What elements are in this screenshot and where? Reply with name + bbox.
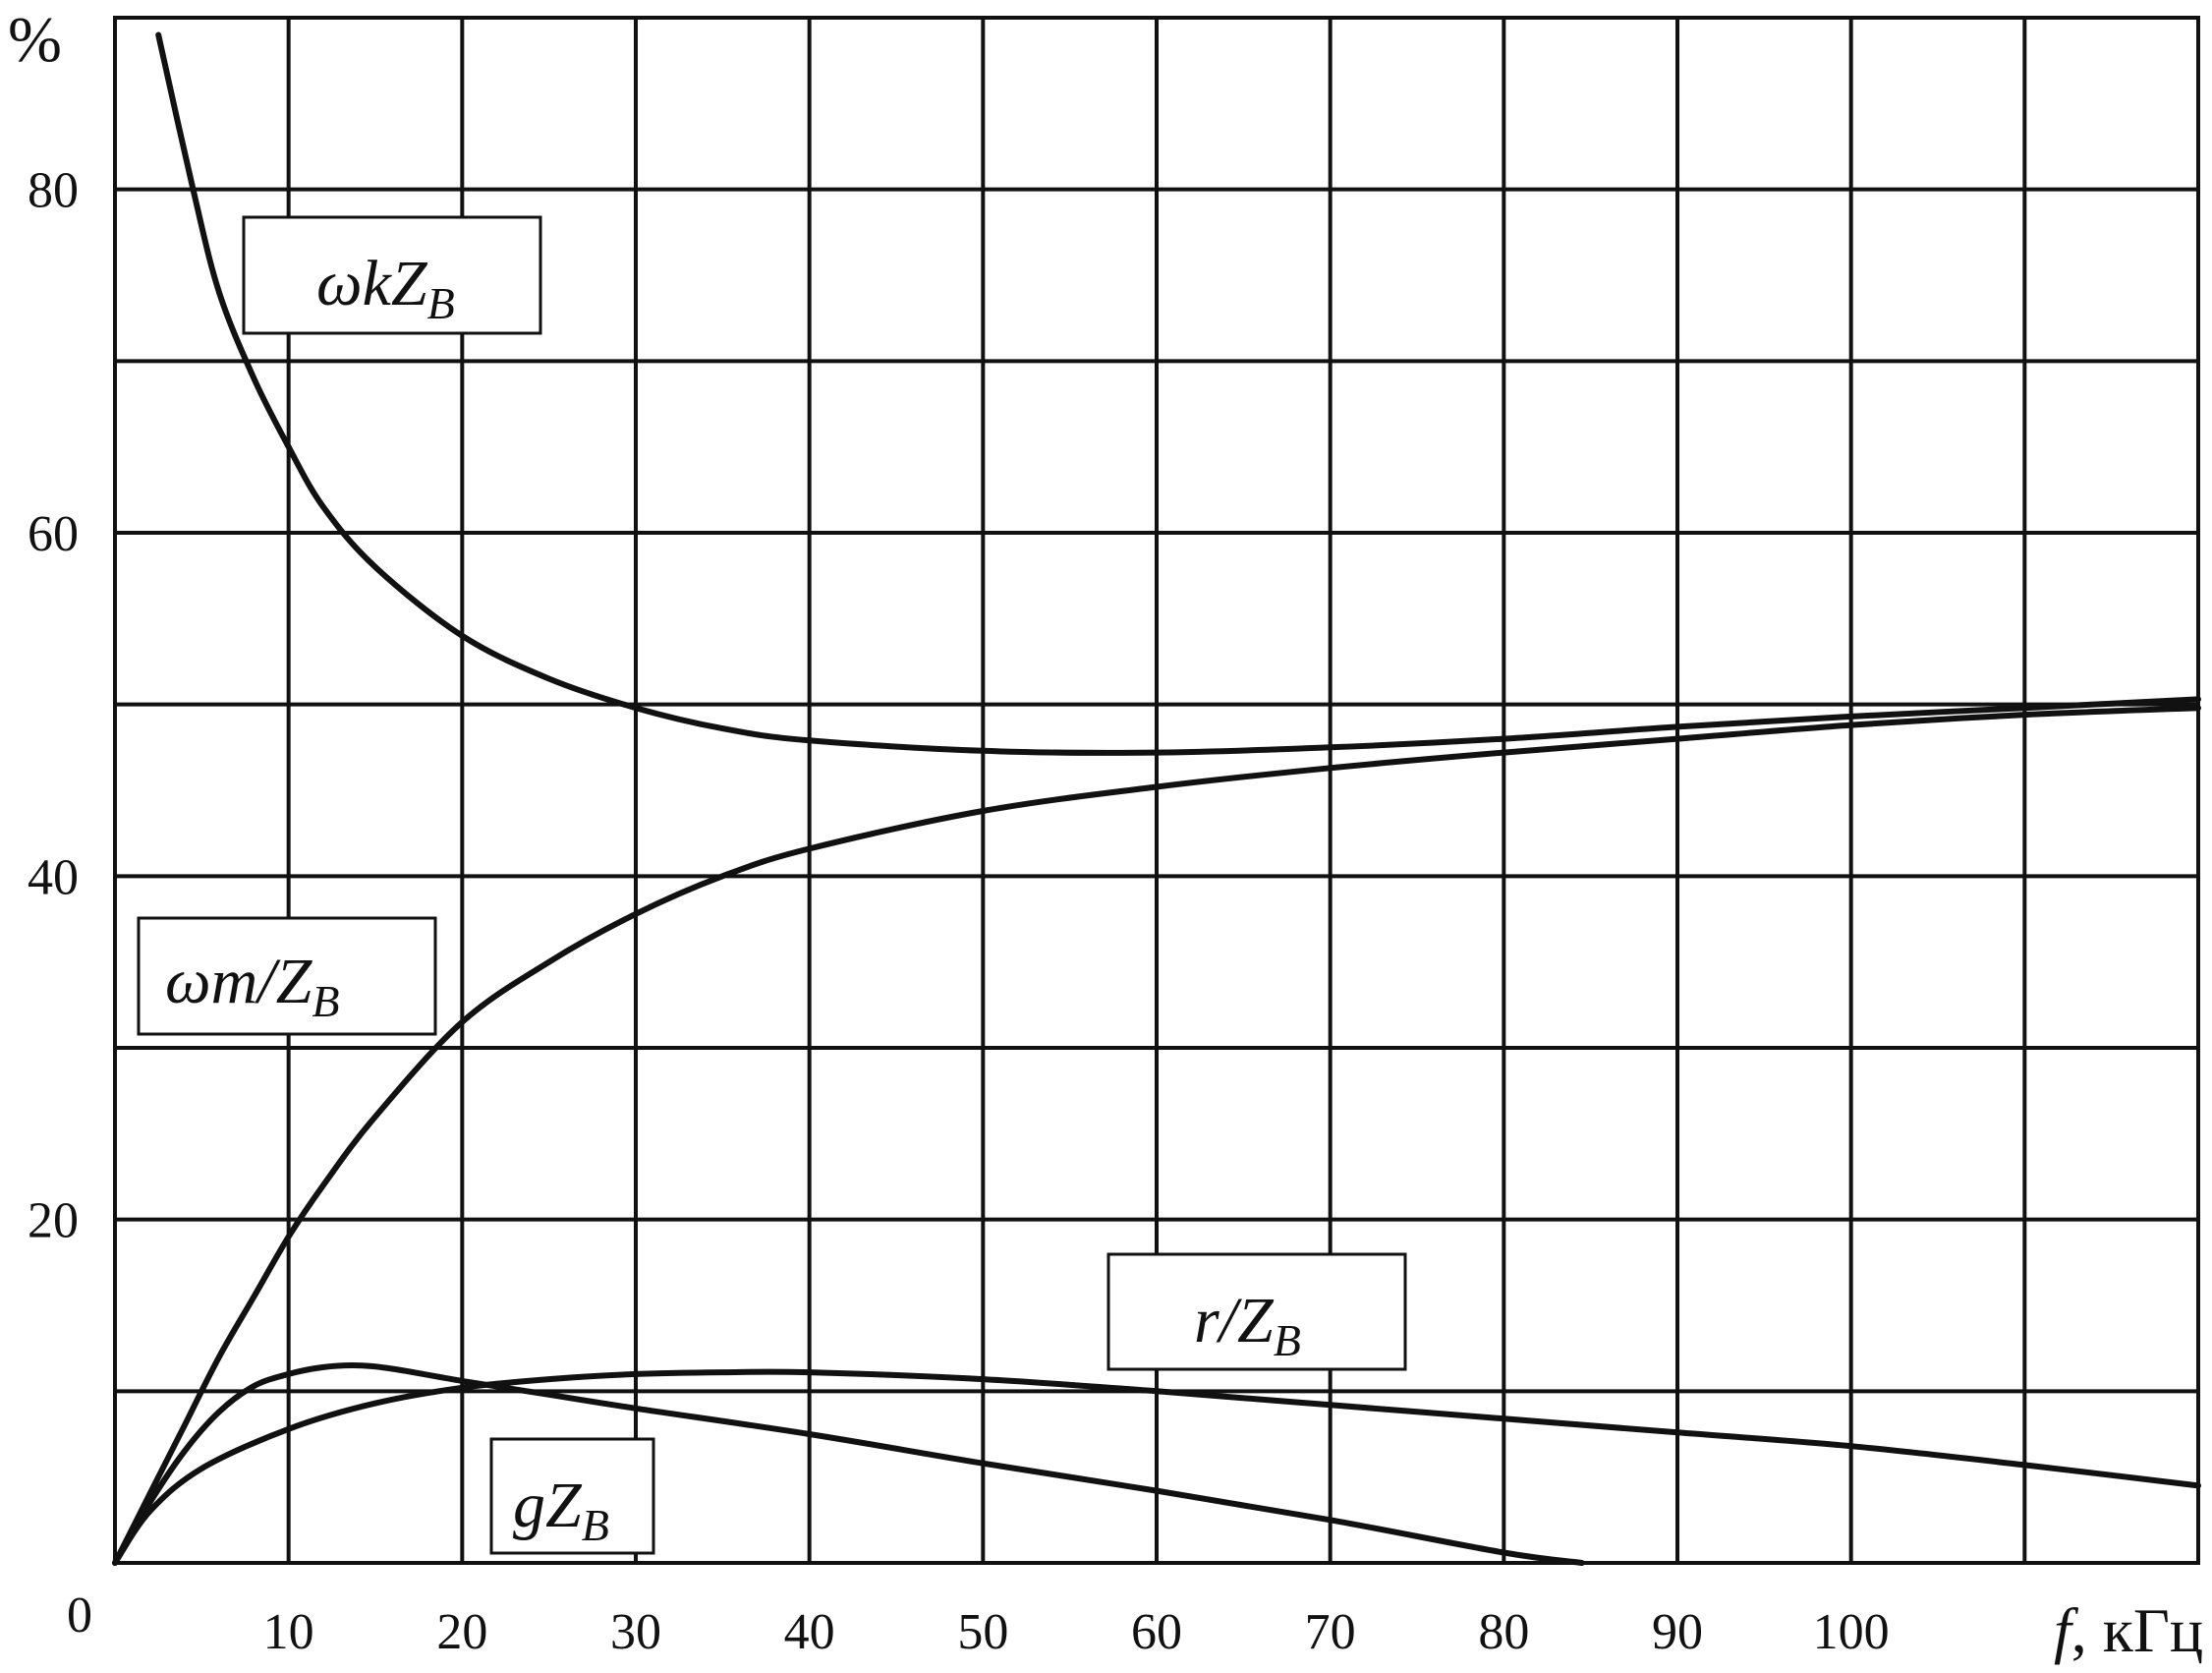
series-line-r-over-zb xyxy=(112,1368,2201,1566)
series-line-omega-k-zb xyxy=(155,31,2201,756)
series-label-text: gZB xyxy=(513,1470,609,1550)
series-label-box xyxy=(242,215,542,335)
series-lines xyxy=(112,31,2201,1566)
y-tick-label: 60 xyxy=(28,506,79,562)
y-tick-label: 80 xyxy=(28,163,79,219)
series-label-box xyxy=(137,916,437,1036)
x-tick-label: 40 xyxy=(784,1604,835,1660)
y-tick-label: 40 xyxy=(28,849,79,905)
y-axis-label: % xyxy=(8,4,62,76)
series-label-box xyxy=(1106,1252,1407,1371)
series-labels: ωkZB ωm/ZB r/ZB gZB xyxy=(137,215,1407,1555)
x-tick-label: 90 xyxy=(1652,1604,1703,1660)
tick-labels: 10 20 30 40 50 60 70 80 90 100 20 40 60 80 xyxy=(28,163,1890,1660)
series-label-r-over-zb: r/ZB xyxy=(1106,1252,1407,1371)
x-tick-label: 50 xyxy=(957,1604,1008,1660)
x-tick-label: 10 xyxy=(263,1604,314,1660)
series-label-g-zb: gZB xyxy=(489,1437,655,1555)
series-label-omega-k-zb: ωkZB xyxy=(242,215,542,335)
x-tick-label: 80 xyxy=(1478,1604,1529,1660)
x-axis-label: f, кГц xyxy=(2054,1595,2203,1665)
series-label-text: r/ZB xyxy=(1194,1285,1301,1365)
series-label-omega-m-over-zb: ωm/ZB xyxy=(137,916,437,1036)
series-label-text: ωm/ZB xyxy=(165,946,339,1026)
x-axis-unit: , кГц xyxy=(2071,1595,2203,1665)
x-tick-label: 100 xyxy=(1813,1604,1890,1660)
x-tick-label: 20 xyxy=(436,1604,487,1660)
origin-tick-label: 0 xyxy=(67,1587,92,1644)
y-tick-label: 20 xyxy=(28,1193,79,1249)
x-tick-label: 70 xyxy=(1305,1604,1356,1660)
series-line-omega-m-over-zb xyxy=(112,705,2201,1566)
series-label-box xyxy=(489,1437,655,1555)
series-label-text: ωkZB xyxy=(316,248,455,328)
x-tick-label: 60 xyxy=(1131,1604,1182,1660)
series-line-g-zb xyxy=(112,1362,1585,1566)
x-tick-label: 30 xyxy=(610,1604,661,1660)
